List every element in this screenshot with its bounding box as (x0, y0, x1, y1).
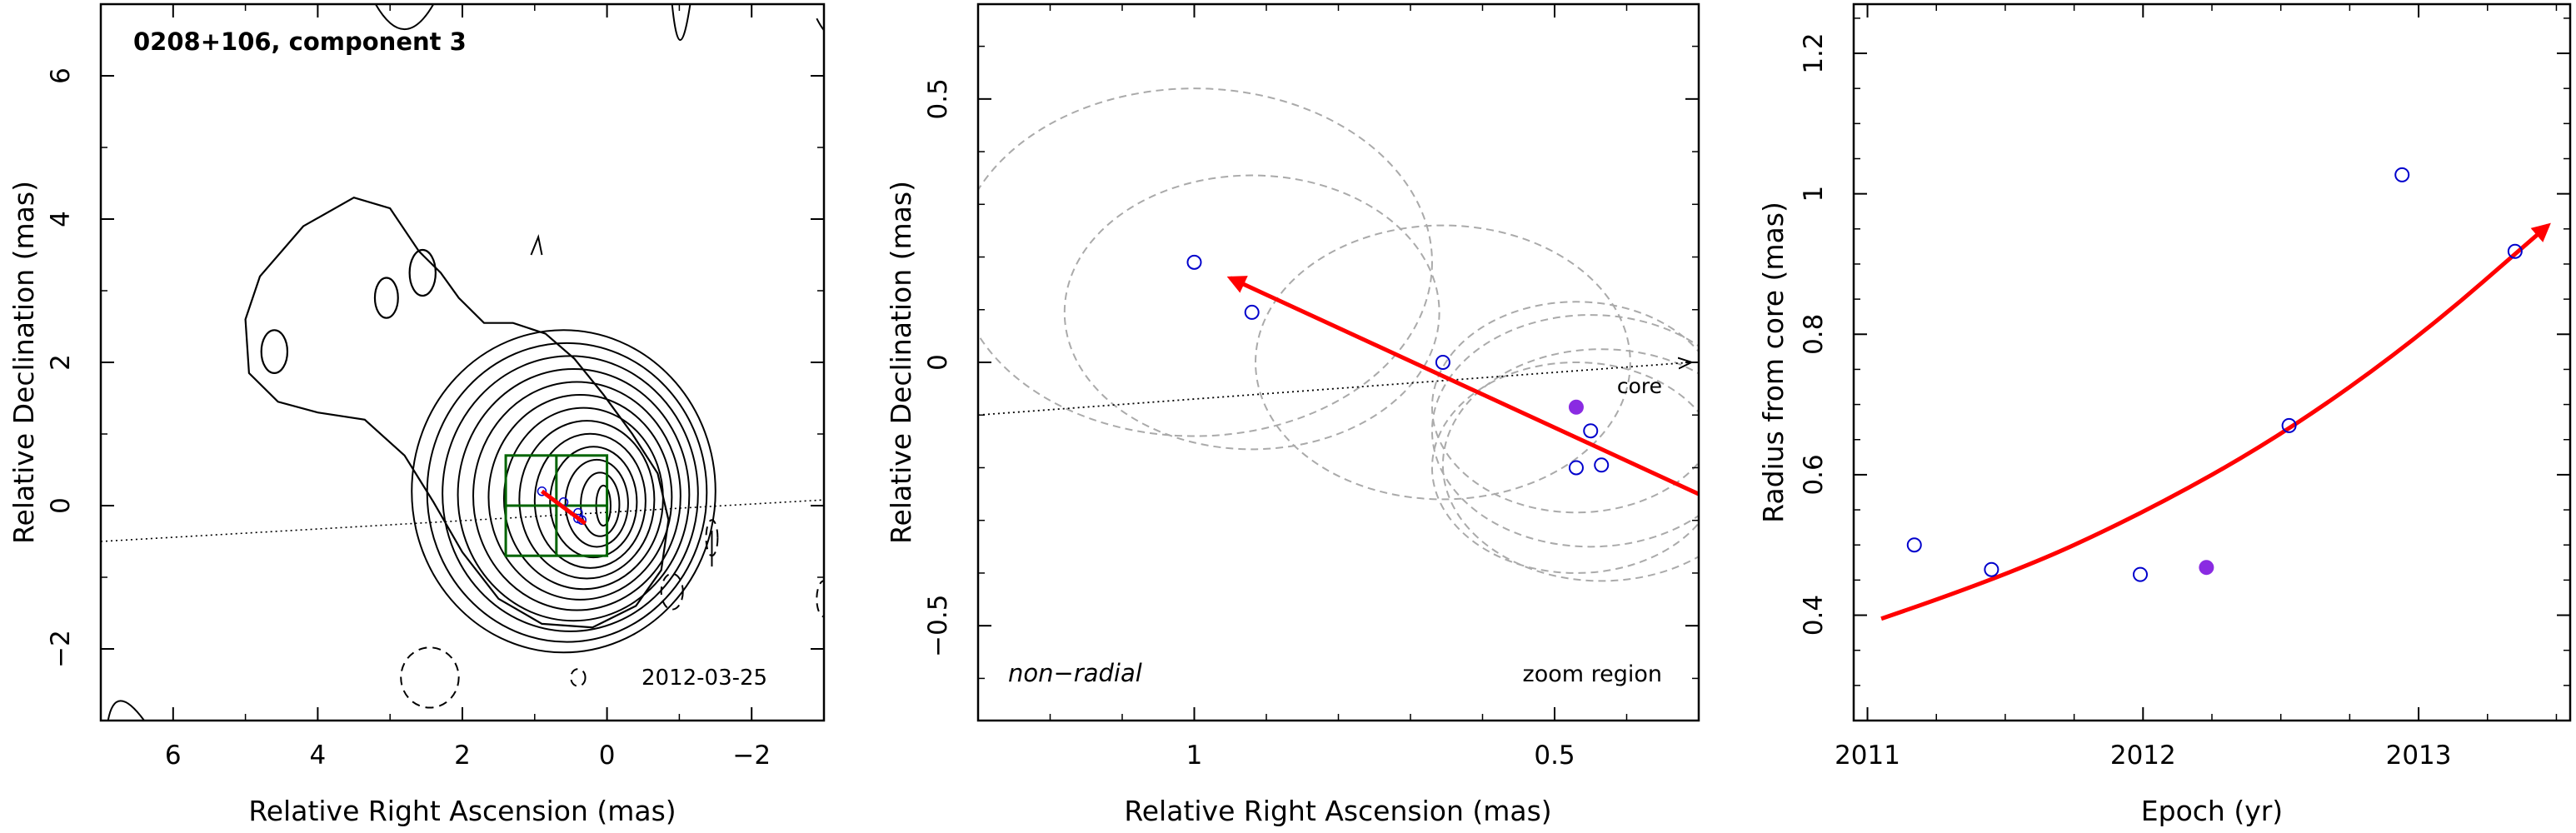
panel2-ticks: 1 0.5 −0.5 0 0.5 (923, 4, 1700, 771)
panel2-xtick-label: 0.5 (1534, 741, 1575, 771)
core-direction-line (978, 362, 1690, 416)
panel3-ytick-label: 0.6 (1799, 454, 1829, 495)
panel3-ylabel: Radius from core (mas) (1757, 202, 1790, 523)
contour-island (408, 248, 437, 297)
epoch-point-filled (1568, 399, 1584, 415)
panel1-ytick-label: −2 (46, 630, 76, 668)
epoch-point (2394, 167, 2410, 182)
epoch-point (1186, 254, 1202, 270)
panel2-ytick-label: 0 (923, 354, 953, 371)
contour-negative (660, 572, 684, 611)
panel3-xtick-label: 2012 (2110, 741, 2176, 771)
panel1-xlabel: Relative Right Ascension (mas) (248, 795, 676, 827)
panel3-ytick-label: 1.2 (1799, 32, 1829, 73)
uncertainty-circle (1063, 174, 1440, 451)
contour-edge (816, 17, 824, 32)
uncertainty-circle (1431, 314, 1699, 548)
epoch-point (1906, 537, 1922, 553)
panel3-xtick-label: 2011 (1835, 741, 1900, 771)
panel2-frame (976, 2, 1700, 722)
contour-level (502, 407, 664, 591)
panel1-ylabel: Relative Declination (mas) (7, 181, 40, 544)
contour-level (426, 342, 708, 643)
contour-map (101, 4, 824, 721)
epoch-point (2507, 243, 2523, 259)
panel2-core-label: core (1617, 374, 1662, 398)
panel1-ticks: 6 4 2 0 −2 −2 0 2 4 6 (46, 3, 825, 771)
contour-negative (570, 668, 587, 687)
contour-edge (107, 700, 145, 721)
motion-vector (1226, 276, 1699, 496)
panel2-xtick-label: 1 (1186, 741, 1203, 771)
fit-curve (1880, 222, 2551, 621)
radius-panel: 2011 2012 2013 0.4 0.6 0.8 1 1.2 Epoch (yr) Rad… (1757, 2, 2572, 827)
epoch-point (1244, 304, 1260, 320)
panel3-frame (1852, 2, 2572, 722)
epoch-point (2281, 417, 2297, 433)
panel1-date: 2012-03-25 (642, 666, 767, 691)
epoch-point-filled (2199, 560, 2214, 576)
panel1-title: 0208+106, component 3 (133, 27, 467, 56)
uncertainty-circle (1431, 362, 1699, 574)
panel2-ytick-label: −0.5 (923, 595, 953, 657)
core-direction-line (101, 499, 824, 542)
radius-plot-body (1880, 167, 2551, 621)
panel1-ytick-label: 4 (46, 211, 76, 227)
panel1-xtick-label: 4 (310, 741, 327, 771)
panel1-ytick-label: 2 (46, 354, 76, 371)
panel3-ytick-label: 0.4 (1799, 595, 1829, 636)
panel1-frame (99, 2, 826, 722)
epoch-marker (537, 486, 547, 496)
panel1-xtick-label: −2 (732, 741, 771, 771)
contour-edge (671, 4, 691, 41)
contour-level (549, 446, 638, 559)
panel1-xtick-label: 2 (454, 741, 471, 771)
zoom-plot-body (978, 87, 1699, 582)
epoch-point (1583, 423, 1599, 439)
panel2-ytick-label: 0.5 (923, 78, 953, 119)
panel3-ticks: 2011 2012 2013 0.4 0.6 0.8 1 1.2 (1799, 4, 2570, 771)
epoch-point (2133, 566, 2148, 582)
panel1-xtick-label: 6 (165, 741, 182, 771)
panel1-ytick-label: 0 (46, 497, 76, 514)
contour-panel: 6 4 2 0 −2 −2 0 2 4 6 0208+106, component 3 2012-… (7, 2, 826, 827)
contour-level (442, 355, 699, 632)
contour-level (457, 367, 691, 622)
uncertainty-circle (1431, 301, 1699, 514)
contour-level (472, 381, 681, 611)
panel1-ytick-label: 6 (46, 67, 76, 84)
contour-level (518, 420, 656, 580)
panel3-ytick-label: 0.8 (1799, 314, 1829, 355)
panel3-xtick-label: 2013 (2386, 741, 2452, 771)
epoch-point (1568, 460, 1584, 476)
contour-edge (374, 4, 435, 30)
contour-level (411, 329, 716, 654)
panel2-motion-label: non−radial (1008, 659, 1142, 687)
epoch-point (1594, 457, 1610, 473)
contour-level (564, 458, 629, 548)
panel2-xlabel: Relative Right Ascension (mas) (1124, 795, 1551, 827)
panel1-xtick-label: 0 (599, 741, 616, 771)
contour-island (260, 329, 289, 375)
panel3-ytick-label: 1 (1799, 186, 1829, 202)
epoch-point (1984, 561, 1999, 577)
motion-vector (540, 489, 587, 526)
contour-level (533, 432, 646, 569)
uncertainty-circle (1255, 224, 1631, 501)
panel2-region-label: zoom region (1523, 661, 1662, 687)
panel3-xlabel: Epoch (yr) (2141, 795, 2283, 827)
contour-spike (530, 234, 543, 256)
contour-outer (244, 197, 670, 629)
epoch-point (1435, 355, 1450, 370)
contour-level (487, 394, 673, 601)
contour-negative (400, 646, 460, 709)
contour-island (373, 277, 399, 319)
uncertainty-circle (1441, 348, 1699, 582)
uncertainty-circle (978, 87, 1433, 437)
panel2-ylabel: Relative Declination (mas) (885, 181, 917, 544)
zoom-panel: 1 0.5 −0.5 0 0.5 core non−radial zoom region… (885, 2, 1700, 827)
